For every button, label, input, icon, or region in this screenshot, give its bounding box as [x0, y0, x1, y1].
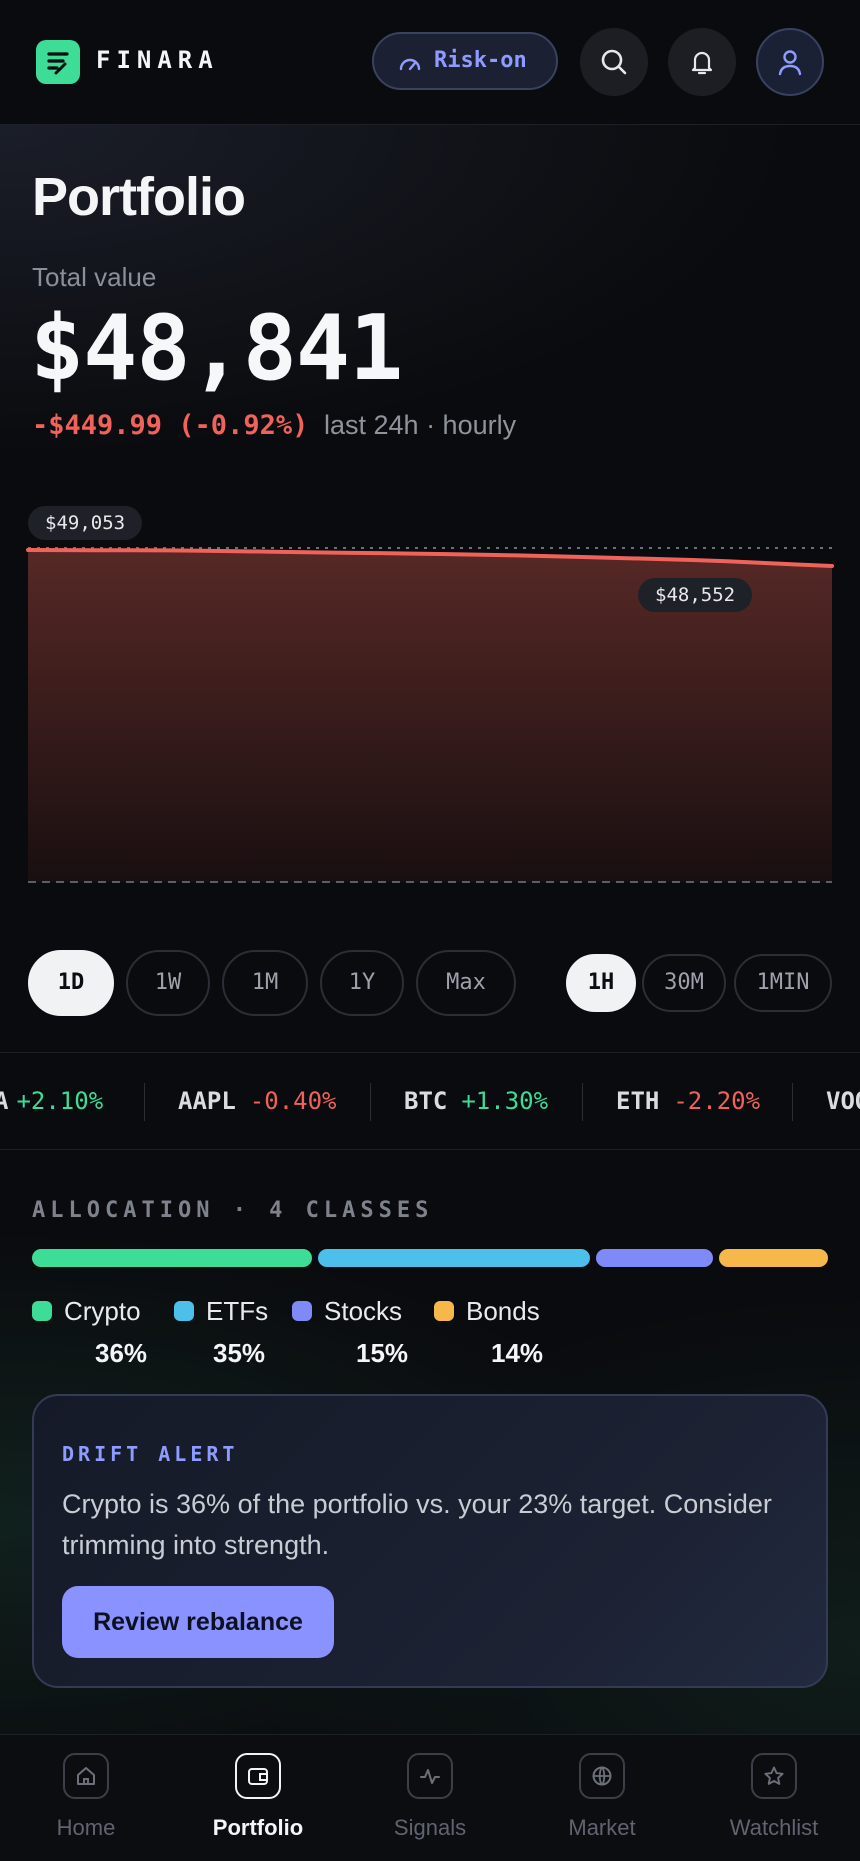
- portfolio-area-chart: [26, 547, 834, 883]
- bell-icon: [691, 51, 713, 75]
- allocation-segment-bonds: [719, 1249, 828, 1267]
- range-1y[interactable]: 1Y: [320, 950, 404, 1016]
- legend-bonds: Bonds: [466, 1296, 540, 1326]
- interval-1min[interactable]: 1MIN: [734, 954, 832, 1012]
- ticker-item[interactable]: BTC +1.30%: [404, 1087, 549, 1115]
- nav-home[interactable]: Home: [16, 1753, 156, 1849]
- interval-30m[interactable]: 30M: [642, 954, 726, 1012]
- value-change: -$449.99 (-0.92%): [32, 410, 309, 441]
- nav-portfolio-label: Portfolio: [212, 1815, 304, 1840]
- bonds-color-swatch: [434, 1301, 454, 1321]
- logo-icon: [36, 40, 80, 84]
- background-glow: [0, 124, 860, 484]
- crypto-percent: 36%: [95, 1338, 148, 1368]
- legend-crypto: Crypto: [64, 1296, 141, 1326]
- allocation-segment-crypto: [32, 1249, 313, 1267]
- total-value-label: Total value: [32, 262, 157, 292]
- allocation-segment-stocks: [596, 1249, 714, 1267]
- drift-alert-card: DRIFT ALERT Crypto is 36% of the portfol…: [32, 1394, 828, 1688]
- risk-mode-button[interactable]: Risk-on: [372, 32, 558, 90]
- ticker-divider: [792, 1083, 793, 1121]
- nav-portfolio[interactable]: Portfolio: [188, 1753, 328, 1849]
- ticker-item[interactable]: AAPL -0.40%: [178, 1087, 337, 1115]
- nav-watchlist-label: Watchlist: [729, 1815, 819, 1840]
- legend-stocks: Stocks: [324, 1296, 403, 1326]
- ticker-strip: A+2.10% AAPL-0.40% BTC+1.30% ETH-2.20% V…: [0, 1052, 860, 1150]
- etfs-color-swatch: [174, 1301, 194, 1321]
- range-1w[interactable]: 1W: [126, 950, 210, 1016]
- stocks-percent: 15%: [356, 1338, 409, 1368]
- etfs-percent: 35%: [213, 1338, 266, 1368]
- portfolio-chart[interactable]: $49,053 $48,552: [0, 490, 860, 910]
- risk-mode-label: Risk-on: [434, 48, 527, 73]
- ticker-divider: [582, 1083, 583, 1121]
- review-rebalance-button[interactable]: Review rebalance: [62, 1586, 334, 1658]
- ticker-item[interactable]: VOO: [826, 1087, 860, 1115]
- chart-line: [26, 548, 834, 568]
- ticker-item[interactable]: ETH -2.20%: [616, 1087, 761, 1115]
- chart-area-fill: [28, 550, 832, 882]
- stocks-color-swatch: [292, 1301, 312, 1321]
- app-header: FINARA Risk-on: [0, 0, 860, 125]
- ticker-divider: [144, 1083, 145, 1121]
- user-icon: [778, 50, 802, 76]
- range-1m[interactable]: 1M: [222, 950, 308, 1016]
- wallet-icon: [235, 1753, 281, 1799]
- nav-watchlist[interactable]: Watchlist: [704, 1753, 844, 1849]
- drift-alert-message: Crypto is 36% of the portfolio vs. your …: [62, 1489, 772, 1560]
- nav-signals-label: Signals: [393, 1815, 467, 1840]
- search-icon: [601, 49, 627, 75]
- nav-market[interactable]: Market: [532, 1753, 672, 1849]
- legend-etfs: ETFs: [206, 1296, 269, 1326]
- crypto-color-swatch: [32, 1301, 52, 1321]
- nav-home-label: Home: [56, 1815, 116, 1840]
- ticker-item[interactable]: A+2.10%: [0, 1087, 104, 1115]
- brand-name: FINARA: [96, 46, 219, 74]
- change-period-note: last 24h · hourly: [324, 410, 517, 440]
- globe-icon: [579, 1753, 625, 1799]
- interval-1h[interactable]: 1H: [566, 954, 636, 1012]
- nav-signals[interactable]: Signals: [360, 1753, 500, 1849]
- range-max[interactable]: Max: [416, 950, 516, 1016]
- search-button[interactable]: [580, 28, 648, 96]
- bonds-percent: 14%: [491, 1338, 544, 1368]
- page-title: Portfolio: [32, 167, 246, 227]
- star-icon: [751, 1753, 797, 1799]
- notifications-button[interactable]: [668, 28, 736, 96]
- pulse-icon: [407, 1753, 453, 1799]
- allocation-segment-etfs: [318, 1249, 591, 1267]
- ticker-divider: [370, 1083, 371, 1121]
- drift-alert-label: DRIFT ALERT: [62, 1442, 239, 1466]
- high-value-tag: $49,053: [28, 506, 143, 540]
- range-1d[interactable]: 1D: [28, 950, 114, 1016]
- low-value-tag: $48,552: [638, 578, 753, 612]
- profile-avatar[interactable]: [756, 28, 824, 96]
- nav-market-label: Market: [568, 1815, 636, 1840]
- gauge-icon: [399, 58, 421, 71]
- bottom-navigation: Home Portfolio Signals Market Watchlist: [0, 1734, 860, 1861]
- total-value: $48,841: [30, 296, 403, 401]
- home-icon: [63, 1753, 109, 1799]
- allocation-heading: ALLOCATION · 4 CLASSES: [32, 1198, 434, 1223]
